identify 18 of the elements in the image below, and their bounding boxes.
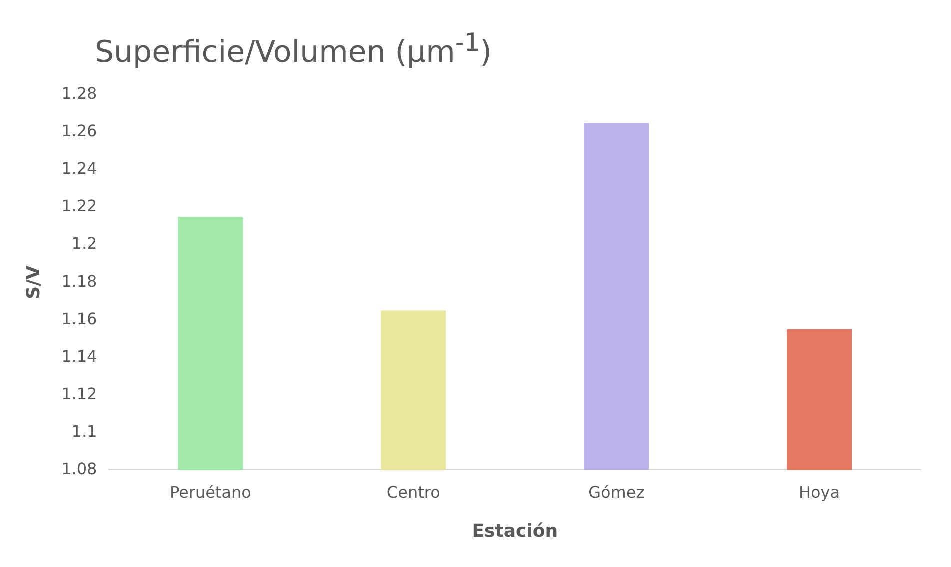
y-tick-label: 1.22 [62,196,98,216]
y-axis-title: S/V [23,266,44,300]
x-tick-label: Hoya [798,482,840,502]
y-tick-label: 1.08 [62,459,98,478]
x-tick-label: Centro [386,482,440,502]
y-tick-label: 1.2 [72,234,98,254]
y-tick-label: 1.28 [62,84,98,104]
y-tick-label: 1.14 [62,346,98,366]
x-tick-label: Peruétano [170,482,252,502]
y-tick-label: 1.16 [62,309,98,328]
chart-title: Superficie/Volumen (µm$^{-1}$) [95,28,492,70]
y-tick-label: 1.26 [62,122,98,141]
y-tick-label: 1.18 [62,272,98,291]
x-axis-title: Estación [472,520,558,542]
y-tick-label: 1.12 [62,384,98,404]
y-tick-label: 1.1 [72,422,98,441]
y-tick-label: 1.24 [62,159,98,178]
x-tick-label: Gómez [588,482,645,502]
